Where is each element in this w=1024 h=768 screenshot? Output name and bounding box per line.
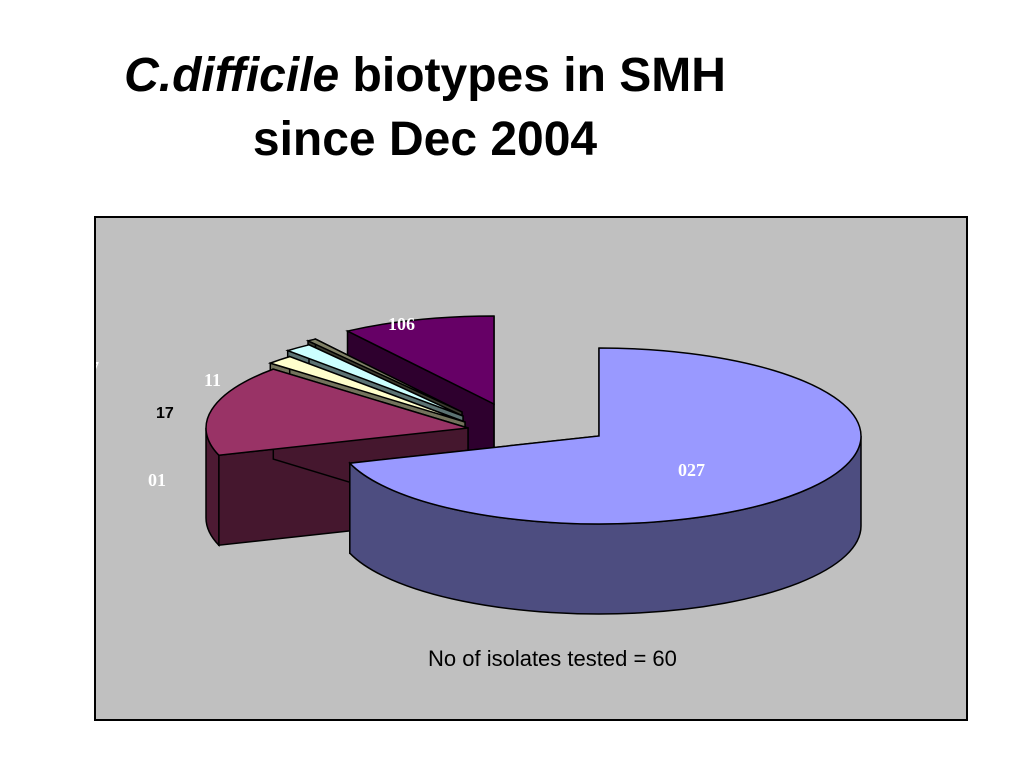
pie-label-01: 01 xyxy=(148,470,166,490)
pie-label-11: 11 xyxy=(204,370,221,390)
pie-slice-17-top xyxy=(267,355,466,423)
pie-slice-11-top xyxy=(285,344,464,417)
pie-chart: 027 01 17 11 7 106 xyxy=(96,314,862,615)
title-organism: C.difficile xyxy=(124,49,340,102)
pie-slice-7-top xyxy=(305,338,463,413)
pie-label-027: 027 xyxy=(678,460,705,480)
slide-title: C.difficile biotypes in SMH since Dec 20… xyxy=(0,44,850,172)
pie-slice-106-top xyxy=(345,315,495,406)
pie-label-17: 17 xyxy=(156,405,174,422)
isolates-note: No of isolates tested = 60 xyxy=(428,646,677,671)
title-line-2: since Dec 2004 xyxy=(252,113,598,166)
pie-label-106: 106 xyxy=(388,314,415,334)
title-line-1: C.difficile biotypes in SMH xyxy=(0,44,850,108)
pie-slice-027-top xyxy=(348,347,862,525)
title-line-1-rest: biotypes in SMH xyxy=(339,49,726,102)
chart-area: 027 01 17 11 7 106 No of isolates tested = 60 xyxy=(94,216,968,721)
pie-slice-01-top xyxy=(205,368,469,456)
pie-slice-027 xyxy=(348,347,862,615)
pie-label-7: 7 xyxy=(96,358,99,378)
